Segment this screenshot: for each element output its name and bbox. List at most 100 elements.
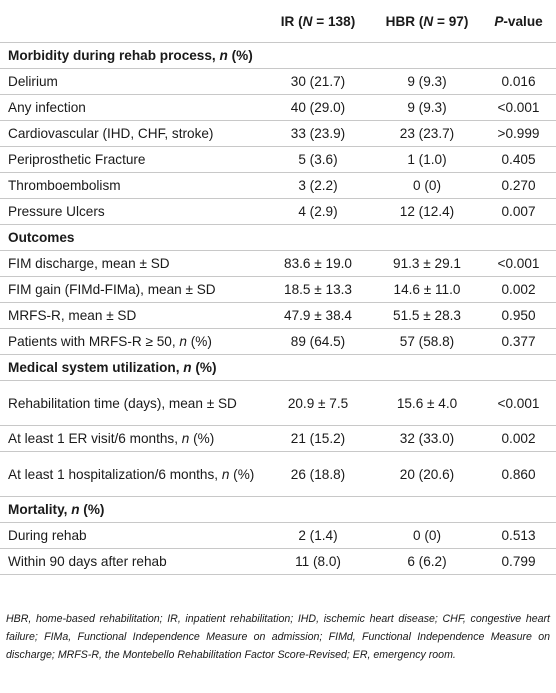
ir-value: 47.9 ± 38.4 [263,302,373,329]
table-row: Rehabilitation time (days), mean ± SD 20.… [0,380,556,426]
hbr-value: 12 (12.4) [373,198,481,225]
row-label: Delirium [0,68,263,95]
table-row: During rehab 2 (1.4) 0 (0) 0.513 [0,522,556,549]
hbr-value: 1 (1.0) [373,146,481,173]
row-label-text: Thromboembolism [8,178,121,193]
p-value: <0.001 [481,380,556,426]
row-label-text: At least 1 hospitalization/6 months, [8,466,222,482]
row-label-text: Cardiovascular (IHD, CHF, stroke) [8,126,214,141]
header-ir-n: N [302,14,313,29]
header-label [0,0,263,43]
section-title-italic: n [183,360,192,375]
header-pvalue-rest: -value [503,14,543,29]
hbr-value: 23 (23.7) [373,120,481,147]
table-row: Thromboembolism 3 (2.2) 0 (0) 0.270 [0,172,556,199]
header-ir-label: IR [280,14,295,29]
ir-value: 2 (1.4) [263,522,373,549]
row-label-text: During rehab [8,528,87,543]
hbr-value: 6 (6.2) [373,548,481,575]
section-row: Medical system utilization, n (%) [0,354,556,381]
ir-value: 11 (8.0) [263,548,373,575]
p-value: 0.002 [481,425,556,452]
row-label-text: FIM gain (FIMd-FIMa), mean ± SD [8,282,216,297]
p-value: 0.860 [481,451,556,497]
row-label: MRFS-R, mean ± SD [0,302,263,329]
table-row: Within 90 days after rehab 11 (8.0) 6 (6.2… [0,548,556,575]
section-title-suffix: (%) [79,502,105,517]
p-value: >0.999 [481,120,556,147]
row-label-suffix: (%) [189,431,215,446]
section-title-suffix: (%) [191,360,217,375]
table-body: Morbidity during rehab process, n (%) Del… [0,42,556,575]
ir-value: 83.6 ± 19.0 [263,250,373,277]
p-value: 0.799 [481,548,556,575]
section-title-text: Outcomes [8,230,75,245]
row-label: Any infection [0,94,263,121]
header-hbr-n-value: = 97 [437,14,464,29]
row-label: During rehab [0,522,263,549]
table-row: Delirium 30 (21.7) 9 (9.3) 0.016 [0,68,556,95]
table-row: FIM gain (FIMd-FIMa), mean ± SD 18.5 ± 13… [0,276,556,303]
p-value: 0.405 [481,146,556,173]
row-label-text: FIM discharge, mean ± SD [8,256,170,271]
section-title-text: Morbidity during rehab process, [8,48,220,63]
hbr-value: 57 (58.8) [373,328,481,355]
hbr-value: 20 (20.6) [373,451,481,497]
header-row: IR (N = 138) HBR (N = 97) P-value [0,0,556,43]
table-row: At least 1 ER visit/6 months, n (%) 21 (1… [0,425,556,452]
section-row: Outcomes [0,224,556,251]
hbr-value: 9 (9.3) [373,68,481,95]
section-row: Mortality, n (%) [0,496,556,523]
section-title: Outcomes [0,224,556,251]
header-hbr-n: N [423,14,434,29]
hbr-value: 32 (33.0) [373,425,481,452]
row-label-text: Within 90 days after rehab [8,554,167,569]
hbr-value: 91.3 ± 29.1 [373,250,481,277]
p-value: 0.007 [481,198,556,225]
ir-value: 4 (2.9) [263,198,373,225]
table-row: Any infection 40 (29.0) 9 (9.3) <0.001 [0,94,556,121]
header-hbr-label: HBR [385,14,416,29]
section-title-text: Mortality, [8,502,72,517]
ir-value: 89 (64.5) [263,328,373,355]
table-row: Cardiovascular (IHD, CHF, stroke) 33 (23.… [0,120,556,147]
ir-value: 18.5 ± 13.3 [263,276,373,303]
table-row: Pressure Ulcers 4 (2.9) 12 (12.4) 0.007 [0,198,556,225]
section-row: Morbidity during rehab process, n (%) [0,42,556,69]
row-label-text: Pressure Ulcers [8,204,105,219]
row-label-text: Periprosthetic Fracture [8,152,146,167]
row-label: At least 1 hospitalization/6 months, n (… [0,451,263,497]
p-value: 0.270 [481,172,556,199]
p-value: <0.001 [481,250,556,277]
header-hbr: HBR (N = 97) [373,0,481,43]
header-ir-n-value: = 138 [316,14,351,29]
row-label-text: Delirium [8,74,58,89]
table-row: At least 1 hospitalization/6 months, n (… [0,451,556,497]
p-value: 0.002 [481,276,556,303]
ir-value: 3 (2.2) [263,172,373,199]
p-value: 0.950 [481,302,556,329]
row-label: Patients with MRFS-R ≥ 50, n (%) [0,328,263,355]
section-title-suffix: (%) [227,48,253,63]
table-row: Periprosthetic Fracture 5 (3.6) 1 (1.0) 0.4… [0,146,556,173]
row-label: FIM gain (FIMd-FIMa), mean ± SD [0,276,263,303]
hbr-value: 0 (0) [373,172,481,199]
table-row: Patients with MRFS-R ≥ 50, n (%) 89 (64.5… [0,328,556,355]
row-label: FIM discharge, mean ± SD [0,250,263,277]
row-label-text: MRFS-R, mean ± SD [8,308,137,323]
ir-value: 40 (29.0) [263,94,373,121]
section-title: Morbidity during rehab process, n (%) [0,42,556,69]
table-row: MRFS-R, mean ± SD 47.9 ± 38.4 51.5 ± 28.3 0… [0,302,556,329]
row-label: Periprosthetic Fracture [0,146,263,173]
row-label: Within 90 days after rehab [0,548,263,575]
row-label: Thromboembolism [0,172,263,199]
row-label: At least 1 ER visit/6 months, n (%) [0,425,263,452]
header-pvalue: P-value [481,0,556,43]
header-pvalue-p: P [494,14,504,29]
ir-value: 33 (23.9) [263,120,373,147]
hbr-value: 14.6 ± 11.0 [373,276,481,303]
row-label-text: Any infection [8,100,86,115]
p-value: <0.001 [481,94,556,121]
ir-value: 5 (3.6) [263,146,373,173]
